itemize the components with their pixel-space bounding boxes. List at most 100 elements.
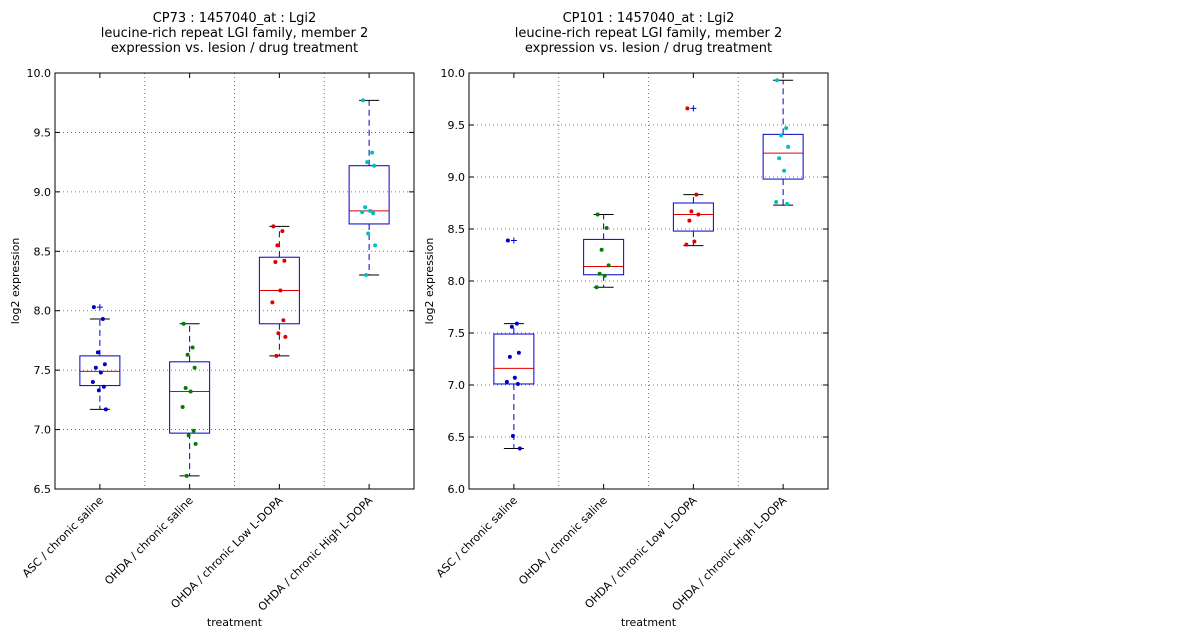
chart-title-line: leucine-rich repeat LGI family, member 2 <box>515 26 783 41</box>
box-iqr <box>169 361 211 434</box>
data-point <box>192 365 197 370</box>
chart-title-line: CP101 : 1457040_at : Lgi2 <box>563 11 735 26</box>
x-tick-label: OHDA / chronic saline <box>102 494 196 588</box>
box-group-1 <box>79 304 121 410</box>
chart-title-line: leucine-rich repeat LGI family, member 2 <box>101 26 369 41</box>
data-point <box>602 273 607 278</box>
data-point <box>361 98 366 103</box>
data-point <box>101 384 106 389</box>
data-point <box>273 259 278 264</box>
data-point <box>180 404 185 409</box>
data-point <box>370 150 375 155</box>
data-point <box>271 224 276 229</box>
x-tick-label: ASC / chronic saline <box>20 494 106 580</box>
outlier-marker <box>96 304 103 311</box>
data-point <box>685 106 690 111</box>
data-point <box>282 258 287 263</box>
data-point <box>595 212 600 217</box>
box-iqr <box>583 238 625 276</box>
data-point <box>185 352 190 357</box>
box-group-1 <box>493 237 535 449</box>
box-iqr <box>672 202 714 232</box>
data-point <box>599 247 604 252</box>
data-point <box>606 263 611 268</box>
data-point <box>689 209 694 214</box>
data-point <box>694 192 699 197</box>
box-iqr <box>493 333 535 385</box>
data-point <box>93 365 98 370</box>
data-point <box>91 305 96 310</box>
data-point <box>368 208 373 213</box>
data-point <box>515 381 520 386</box>
data-point <box>102 362 107 367</box>
data-point <box>786 144 791 149</box>
box-iqr <box>762 133 804 180</box>
data-point <box>96 388 101 393</box>
data-point <box>181 321 186 326</box>
data-point <box>186 433 191 438</box>
data-point <box>517 446 522 451</box>
data-point <box>274 353 279 358</box>
y-tick-label: 10.0 <box>27 67 52 80</box>
data-point <box>505 238 510 243</box>
data-point <box>103 407 108 412</box>
y-tick-label: 7.5 <box>34 364 52 377</box>
y-tick-label: 9.5 <box>34 126 52 139</box>
data-point <box>509 324 514 329</box>
plot-frame <box>54 72 415 490</box>
data-point <box>188 389 193 394</box>
box-group-2 <box>169 323 211 477</box>
y-tick-label: 6.5 <box>34 483 52 496</box>
data-point <box>184 473 189 478</box>
data-point <box>782 168 787 173</box>
y-tick-label: 7.5 <box>448 327 466 340</box>
y-tick-label: 8.0 <box>34 305 52 318</box>
y-tick-label: 9.0 <box>34 186 52 199</box>
data-point <box>281 318 286 323</box>
data-point <box>280 229 285 234</box>
outlier-marker <box>510 237 517 244</box>
data-point <box>777 156 782 161</box>
y-tick-label: 9.0 <box>448 171 466 184</box>
data-point <box>190 345 195 350</box>
data-point <box>687 218 692 223</box>
x-axis-label: treatment <box>207 616 263 629</box>
data-point <box>364 273 369 278</box>
y-tick-label: 6.5 <box>448 431 466 444</box>
data-point <box>90 380 95 385</box>
data-point <box>775 78 780 83</box>
data-point <box>270 300 275 305</box>
data-point <box>372 163 377 168</box>
data-point <box>365 160 370 165</box>
chart-title-line: expression vs. lesion / drug treatment <box>111 41 358 56</box>
data-point <box>98 370 103 375</box>
data-point <box>510 433 515 438</box>
y-axis-label: log2 expression <box>9 238 22 325</box>
y-tick-label: 10.0 <box>441 67 466 80</box>
data-point <box>516 350 521 355</box>
data-point <box>191 428 196 433</box>
x-tick-label: OHDA / chronic saline <box>516 494 610 588</box>
y-tick-label: 6.0 <box>448 483 466 496</box>
data-point <box>95 350 100 355</box>
y-axis-label: log2 expression <box>423 238 436 325</box>
data-point <box>507 354 512 359</box>
plot-frame <box>468 72 829 490</box>
y-tick-label: 8.5 <box>34 245 52 258</box>
data-point <box>784 126 789 131</box>
x-tick-label: ASC / chronic saline <box>434 494 520 580</box>
data-point <box>684 242 689 247</box>
y-tick-label: 9.5 <box>448 119 466 132</box>
y-tick-label: 7.0 <box>448 379 466 392</box>
data-point <box>371 211 376 216</box>
x-axis-label: treatment <box>621 616 677 629</box>
data-point <box>193 441 198 446</box>
box-group-3 <box>672 105 714 247</box>
data-point <box>276 331 281 336</box>
data-point <box>283 334 288 339</box>
data-point <box>779 133 784 138</box>
